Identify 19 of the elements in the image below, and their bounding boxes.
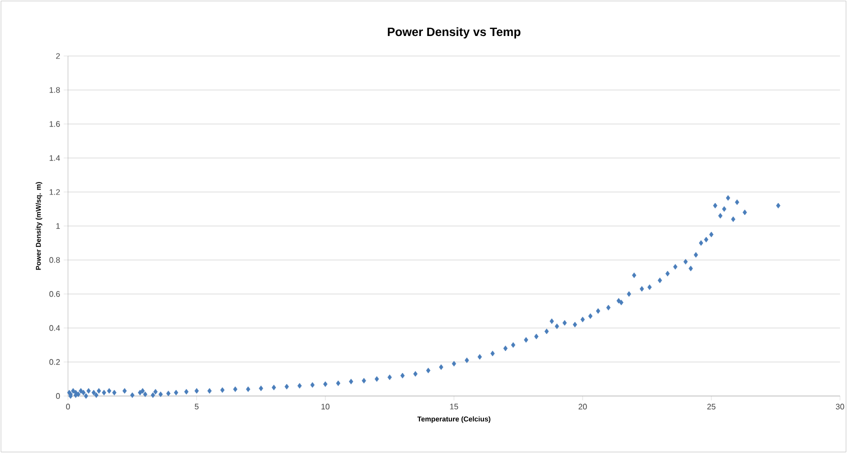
- x-tick-label: 0: [66, 404, 70, 410]
- y-tick-label: 0: [56, 393, 60, 399]
- y-tick-label: 0.6: [49, 291, 60, 297]
- y-tick-label: 1.8: [50, 87, 60, 93]
- x-tick-label: 25: [707, 404, 716, 410]
- y-tick-label: 1.6: [50, 121, 60, 127]
- y-tick-label: 0.2: [49, 359, 60, 365]
- y-tick-label: 1.2: [50, 189, 60, 195]
- chart-title: Power Density vs Temp: [388, 27, 520, 38]
- y-tick-label: 0.4: [49, 325, 60, 331]
- x-tick-label: 5: [194, 404, 199, 410]
- y-tick-label: 0.8: [49, 257, 60, 263]
- y-tick-label: 2: [56, 53, 60, 59]
- x-tick-label: 30: [836, 404, 844, 410]
- y-tick-label: 1: [56, 223, 60, 229]
- x-tick-label: 10: [321, 404, 330, 410]
- y-tick-label: 1.4: [50, 155, 60, 161]
- x-tick-label: 15: [450, 404, 458, 410]
- x-tick-label: 20: [578, 404, 587, 410]
